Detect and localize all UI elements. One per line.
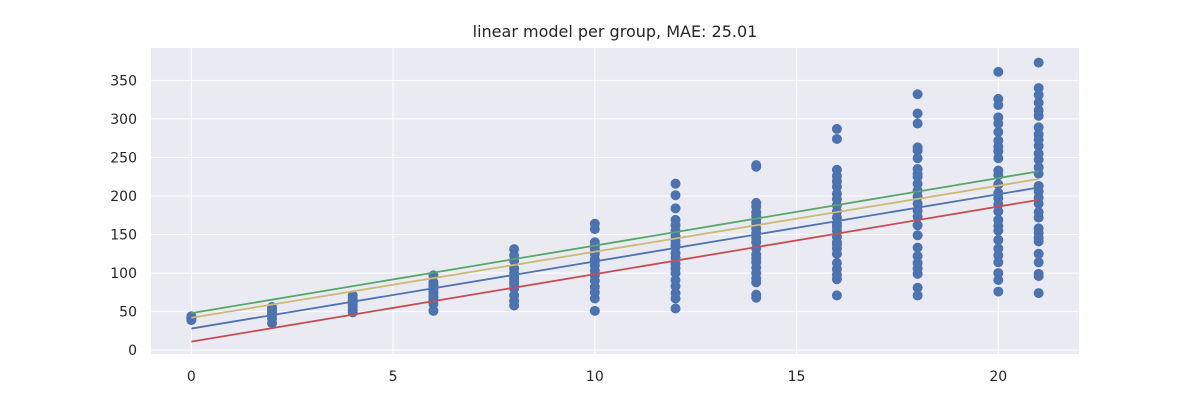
x-tick-label: 20 — [989, 369, 1007, 385]
data-point — [831, 181, 842, 192]
data-point — [1033, 83, 1044, 94]
data-point — [1033, 154, 1044, 165]
data-point — [912, 178, 923, 189]
data-point — [831, 239, 842, 250]
data-point — [1033, 212, 1044, 223]
data-point — [912, 268, 923, 279]
x-tick-label: 10 — [586, 369, 604, 385]
x-tick-label: 15 — [788, 369, 806, 385]
data-point — [1033, 168, 1044, 179]
x-tick-label: 5 — [389, 369, 398, 385]
regression-line — [191, 186, 1039, 330]
data-point — [912, 242, 923, 253]
chart-title: linear model per group, MAE: 25.01 — [472, 22, 758, 41]
data-point — [912, 290, 923, 301]
data-point — [1033, 110, 1044, 121]
data-point — [1033, 248, 1044, 259]
data-point — [993, 275, 1004, 286]
y-tick-label: 300 — [110, 112, 137, 128]
data-point — [993, 153, 1004, 164]
data-point — [347, 295, 358, 306]
regression-line — [191, 178, 1039, 319]
data-point — [993, 118, 1004, 129]
data-point — [589, 293, 600, 304]
y-tick-label: 250 — [110, 150, 137, 166]
data-point — [267, 318, 278, 329]
data-point — [670, 281, 681, 292]
data-point — [912, 220, 923, 231]
data-point — [831, 133, 842, 144]
data-point — [993, 100, 1004, 111]
data-point — [186, 314, 197, 325]
data-point — [1033, 90, 1044, 101]
data-point — [912, 118, 923, 129]
regression-line — [191, 170, 1039, 315]
data-point — [912, 230, 923, 241]
data-point — [1033, 57, 1044, 68]
y-tick-label: 350 — [110, 73, 137, 89]
data-point — [912, 282, 923, 293]
data-point — [993, 250, 1004, 261]
data-point — [267, 308, 278, 319]
data-point — [1033, 271, 1044, 282]
data-point — [1033, 198, 1044, 209]
data-point — [1033, 97, 1044, 108]
data-point — [993, 206, 1004, 217]
data-point — [831, 221, 842, 232]
data-point — [670, 203, 681, 214]
data-point — [831, 290, 842, 301]
data-point — [670, 268, 681, 279]
data-point — [1033, 236, 1044, 247]
y-tick-label: 50 — [119, 305, 137, 321]
data-point — [670, 303, 681, 314]
data-point — [751, 253, 762, 264]
y-tick-label: 100 — [110, 266, 137, 282]
data-point — [670, 293, 681, 304]
data-point — [1033, 122, 1044, 133]
data-point — [912, 153, 923, 164]
data-point — [993, 66, 1004, 77]
data-point — [993, 268, 1004, 279]
data-point — [993, 146, 1004, 157]
data-point — [1033, 288, 1044, 299]
data-point — [1033, 257, 1044, 268]
data-point — [993, 257, 1004, 268]
data-point — [993, 127, 1004, 138]
data-point — [912, 171, 923, 182]
data-point — [428, 305, 439, 316]
data-point — [1033, 140, 1044, 151]
x-tick-label: 0 — [187, 369, 196, 385]
data-point — [751, 277, 762, 288]
data-point — [912, 108, 923, 119]
data-point — [751, 161, 762, 172]
regression-line — [191, 198, 1039, 343]
data-point — [912, 251, 923, 262]
data-point — [509, 300, 520, 311]
data-point — [589, 224, 600, 235]
y-tick-label: 200 — [110, 189, 137, 205]
plot-background — [151, 48, 1079, 354]
data-point — [670, 190, 681, 201]
data-point — [831, 274, 842, 285]
data-point — [912, 89, 923, 100]
data-point — [993, 286, 1004, 297]
data-point — [993, 234, 1004, 245]
data-point — [831, 123, 842, 134]
data-point — [912, 198, 923, 209]
data-point — [831, 248, 842, 259]
y-tick-label: 0 — [128, 343, 137, 359]
data-point — [993, 243, 1004, 254]
data-point — [993, 225, 1004, 236]
data-point — [670, 178, 681, 189]
y-tick-label: 150 — [110, 228, 137, 244]
data-point — [912, 145, 923, 156]
data-point — [589, 305, 600, 316]
data-point — [751, 292, 762, 303]
